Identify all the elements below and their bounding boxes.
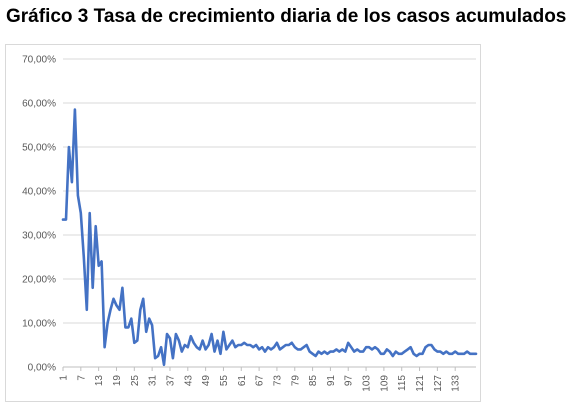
- y-tick-label: 10,00%: [22, 319, 56, 330]
- x-tick-label: 97: [344, 375, 355, 387]
- x-tick-label: 133: [451, 375, 462, 392]
- y-tick-label: 60,00%: [22, 99, 56, 110]
- x-tick-label: 1: [59, 375, 70, 381]
- x-tick-label: 37: [165, 375, 176, 387]
- x-tick-label: 73: [272, 375, 283, 387]
- x-tick-label: 49: [201, 375, 212, 387]
- x-tick-label: 25: [130, 375, 141, 387]
- x-tick-label: 31: [148, 375, 159, 387]
- x-tick-label: 91: [326, 375, 337, 387]
- line-chart: 0,00% 10,00% 20,00% 30,00% 40,00% 50,00% 60,00…: [22, 55, 478, 392]
- y-tick-label: 70,00%: [22, 55, 56, 66]
- x-tick-label: 13: [94, 375, 105, 387]
- x-tick-label: 109: [379, 375, 390, 392]
- x-tick-label: 55: [219, 375, 230, 387]
- x-tick-label: 85: [308, 375, 319, 387]
- x-tick-label: 103: [362, 375, 373, 392]
- x-tick-label: 67: [255, 375, 266, 387]
- x-tick-label: 19: [112, 375, 123, 387]
- y-tick-label: 40,00%: [22, 187, 56, 198]
- x-tick-label: 79: [290, 375, 301, 387]
- y-tick-label: 0,00%: [28, 363, 56, 374]
- x-tick-label: 115: [397, 375, 408, 391]
- chart-title: Gráfico 3 Tasa de crecimiento diaria de …: [6, 6, 567, 27]
- chart-area: 0,00% 10,00% 20,00% 30,00% 40,00% 50,00% 60,00…: [5, 44, 481, 402]
- y-tick-label: 20,00%: [22, 275, 56, 286]
- series-line: [61, 108, 478, 367]
- x-tick-label: 61: [237, 375, 248, 387]
- x-tick-label: 43: [183, 375, 194, 387]
- x-tick-label: 121: [415, 375, 426, 392]
- x-tick-label: 7: [76, 375, 87, 381]
- x-tick-label: 127: [433, 375, 444, 392]
- y-tick-label: 30,00%: [22, 231, 56, 242]
- y-tick-label: 50,00%: [22, 143, 56, 154]
